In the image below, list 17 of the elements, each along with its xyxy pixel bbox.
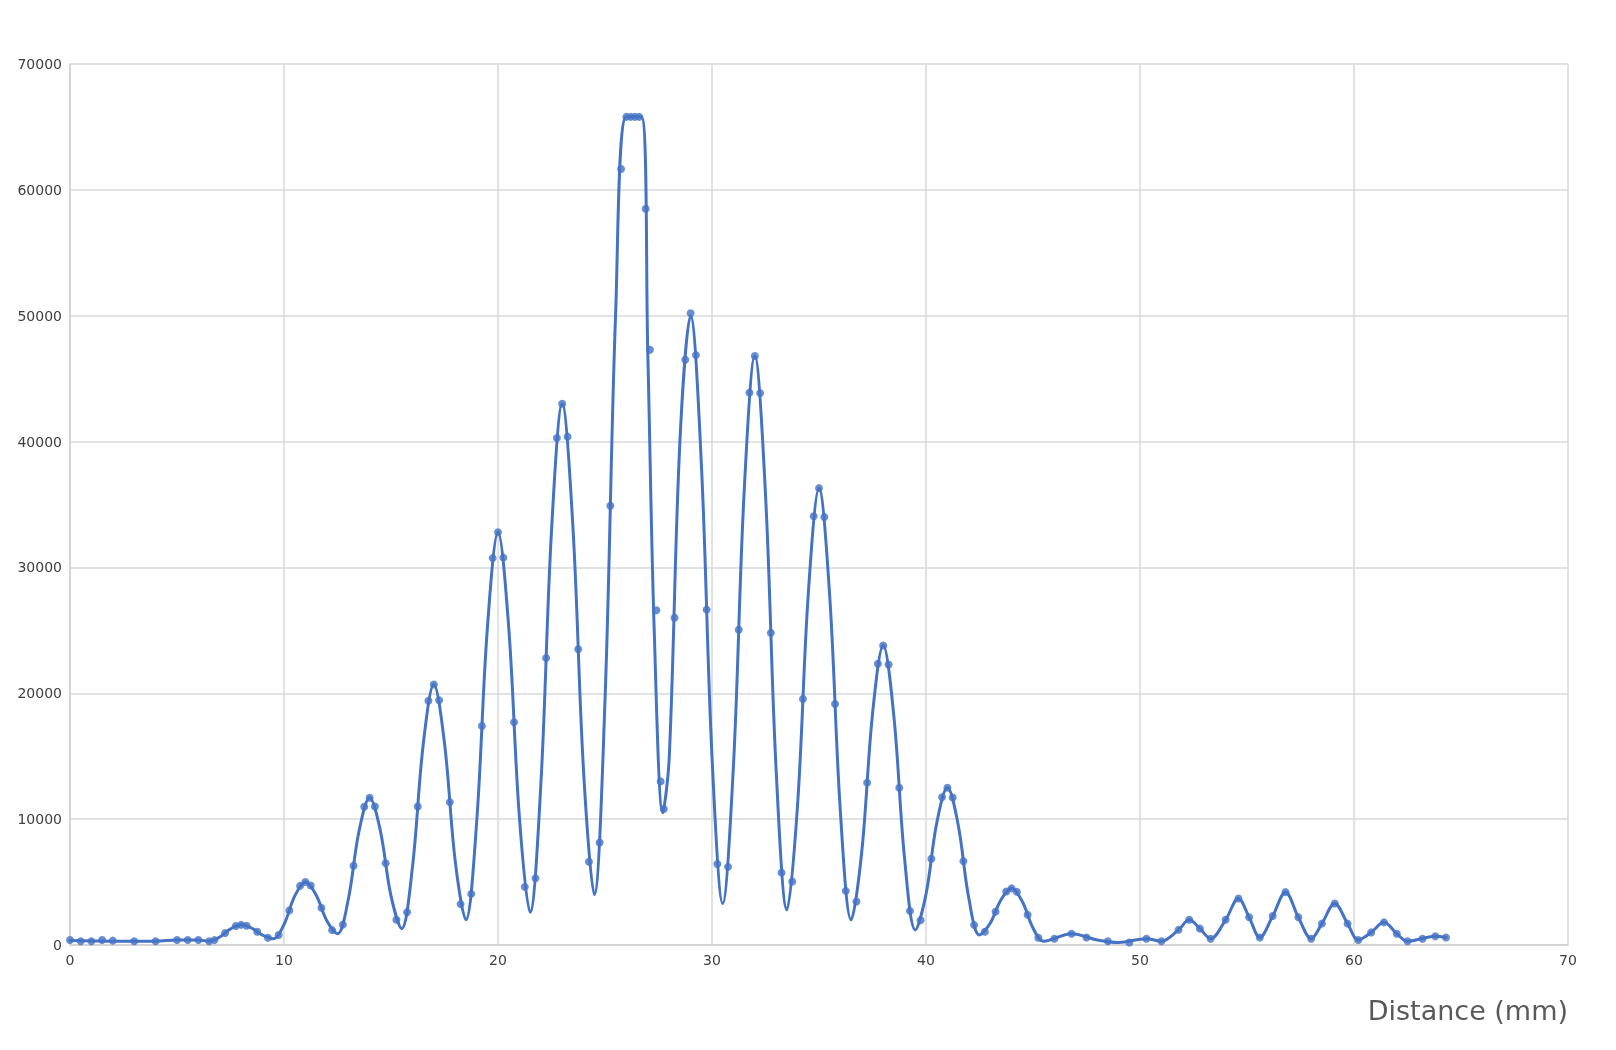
x-tick-label: 70 xyxy=(1559,952,1577,968)
y-tick-label: 40000 xyxy=(17,433,62,450)
y-tick-label: 70000 xyxy=(17,56,62,72)
y-tick-label: 50000 xyxy=(17,307,62,324)
x-tick-label: 50 xyxy=(1131,952,1149,968)
y-tick-label: 10000 xyxy=(17,811,62,828)
y-tick-label: 20000 xyxy=(17,685,62,702)
y-tick-label: 60000 xyxy=(17,181,62,198)
y-tick-label: 0 xyxy=(53,937,62,953)
x-axis-title: Distance (mm) xyxy=(1367,995,1568,1026)
x-tick-label: 60 xyxy=(1345,952,1363,968)
x-tick-label: 0 xyxy=(65,952,75,968)
x-tick-label: 30 xyxy=(703,952,721,968)
x-tick-label: 20 xyxy=(489,952,507,968)
x-tick-label: 10 xyxy=(275,952,293,968)
x-tick-label: 40 xyxy=(917,952,935,968)
y-tick-label: 30000 xyxy=(17,559,62,576)
